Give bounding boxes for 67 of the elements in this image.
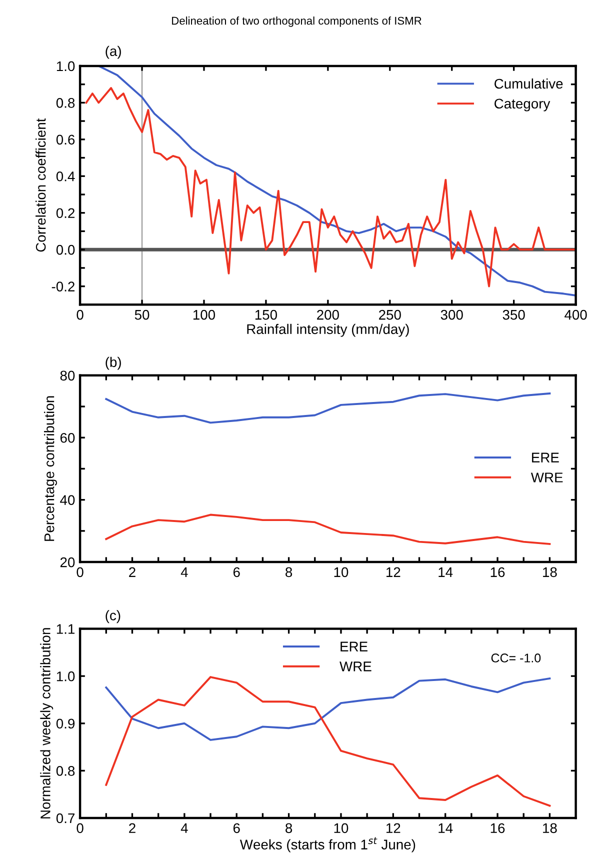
x-tick-label: 150 [255,310,278,320]
y-tick-label: 0.7 [56,813,74,824]
x-tick-label: 4 [180,823,188,833]
x-tick-label: 400 [564,310,587,320]
line-series [105,392,551,424]
y-axis-title: Normalized weekly contribution [40,628,54,818]
x-tick-label: 50 [134,310,150,320]
y-tick-label: 1.0 [56,671,75,682]
x-tick-label: 14 [438,567,453,577]
x-tick-label: 300 [440,310,463,320]
x-tick-label: 350 [502,310,525,320]
y-tick-label: -0.2 [52,282,74,292]
y-tick-label: 40 [60,495,75,505]
x-axis-title: Weeks (starts from 1$^{st}$ June) [240,837,416,852]
text: (b) [106,356,121,370]
y-tick-label: 1.1 [56,624,75,634]
y-tick-label: 0.9 [56,718,75,729]
x-tick-label: 2 [129,823,136,833]
y-tick-label: 0.2 [56,208,74,218]
legend-label: ERE [340,642,368,652]
y-tick-label: 60 [60,432,75,443]
y-tick-label: 1.0 [56,61,75,72]
x-tick-label: 18 [543,567,557,578]
chart-title: Delineation of two orthogonal components of ISMR [172,16,422,27]
line-series [98,66,576,296]
annotation: CC= -1.0 [491,654,541,662]
legend-label: Category [494,98,550,112]
y-tick-label: 80 [60,370,75,381]
x-tick-label: 0 [76,567,84,578]
x-tick-label: 12 [386,823,400,833]
x-tick-label: 0 [76,823,84,834]
x-tick-label: 8 [286,823,292,834]
y-tick-label: 0.8 [56,98,75,108]
x-tick-label: 8 [286,567,292,578]
x-tick-label: 6 [233,567,240,578]
y-tick-label: 0.6 [56,134,75,145]
x-tick-label: 250 [379,310,401,320]
x-tick-label: 14 [438,823,453,833]
x-tick-label: 16 [490,567,505,578]
x-tick-label: 18 [543,823,557,834]
x-tick-label: 12 [386,567,400,577]
line-series [105,514,551,545]
x-tick-label: 6 [233,823,240,834]
text: (a) [106,46,121,59]
x-tick-label: 16 [490,823,505,834]
y-tick-label: 0.0 [56,244,75,255]
legend-label: WRE [530,472,563,482]
legend-label: WRE [340,662,372,672]
line-series [105,676,551,807]
y-axis-title: Percentage contribution [44,396,57,541]
line-series [105,677,551,741]
y-tick-label: 20 [60,557,75,568]
x-tick-label: 100 [193,310,216,320]
x-axis-title: Rainfall intensity (mm/day) [247,324,409,337]
x-tick-label: 10 [334,567,348,578]
x-tick-label: 2 [129,567,136,577]
legend-label: ERE [532,452,559,462]
x-tick-label: 0 [76,310,84,320]
y-tick-label: 0.4 [56,171,75,182]
y-tick-label: 0.8 [56,766,75,776]
legend-label: Cumulative [494,78,563,89]
y-axis-title: Correlation coefficient [36,118,46,252]
x-tick-label: 200 [317,310,339,320]
text: (c) [106,610,120,624]
line-series [85,87,576,288]
x-tick-label: 4 [180,567,188,577]
x-tick-label: 10 [334,823,348,834]
